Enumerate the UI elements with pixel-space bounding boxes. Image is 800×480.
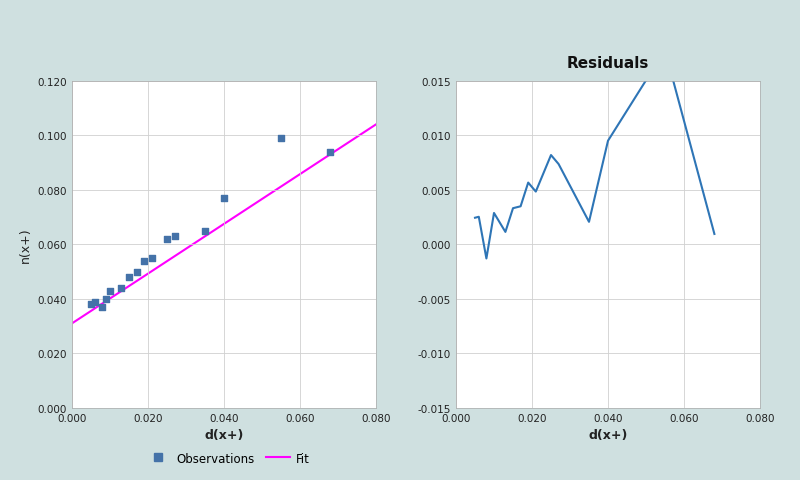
X-axis label: d(x+): d(x+) (204, 428, 244, 441)
Point (88, 298, 101, 306)
Point (122, 274, 135, 281)
Point (100, 295, 113, 303)
X-axis label: d(x+): d(x+) (588, 428, 628, 441)
Point (85, 301, 98, 309)
Point (104, 287, 117, 295)
Point (96, 303, 109, 311)
Point (198, 228, 211, 235)
Point (168, 233, 181, 240)
Point (274, 135, 287, 143)
Y-axis label: n(x+): n(x+) (19, 227, 32, 263)
Point (130, 268, 143, 276)
Legend: Observations, Fit: Observations, Fit (142, 447, 314, 469)
Title: Residuals: Residuals (567, 56, 649, 71)
Point (218, 195, 230, 203)
Point (146, 254, 158, 262)
Point (115, 285, 128, 292)
Point (138, 257, 150, 265)
Point (324, 148, 337, 156)
Point (161, 236, 174, 243)
